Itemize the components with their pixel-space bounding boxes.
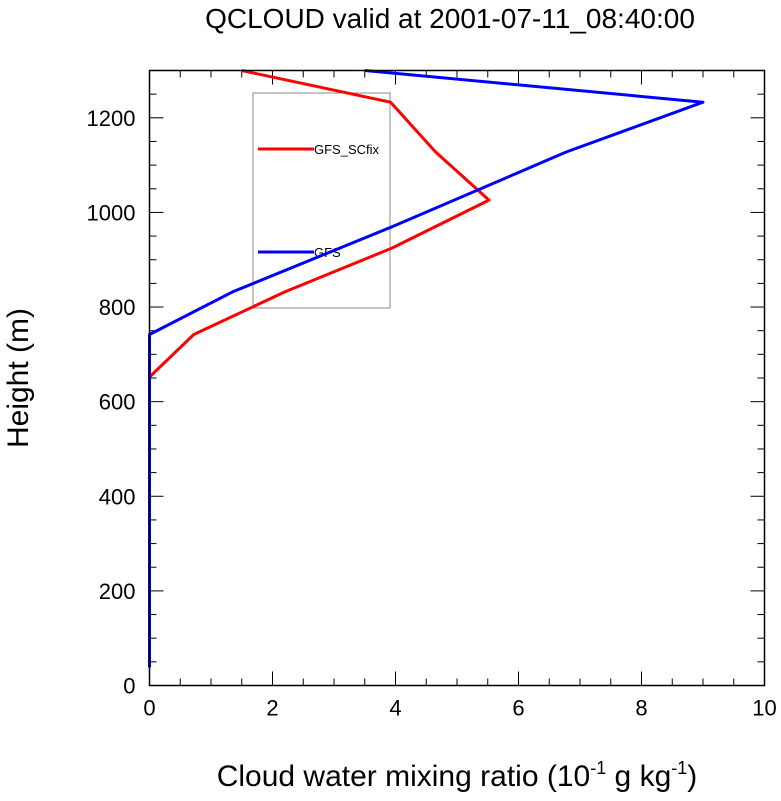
plot-frame [148, 69, 766, 687]
x-tick-label: 0 [143, 696, 155, 721]
y-tick-label: 1000 [87, 200, 136, 225]
legend-label-gfs-scfix: GFS_SCfix [314, 142, 380, 157]
series-lines [148, 69, 705, 668]
x-axis-label-sup2: -1 [671, 758, 687, 778]
y-tick-label: 200 [99, 579, 136, 604]
legend-box [252, 92, 391, 309]
x-tick-label: 10 [752, 696, 776, 721]
x-axis-label-mid: g kg [606, 760, 671, 793]
y-tick-label: 1200 [87, 106, 136, 131]
chart-title: QCLOUD valid at 2001-07-11_08:40:00 [205, 3, 695, 34]
x-axis-label-main: Cloud water mixing ratio (10 [217, 760, 591, 793]
series-line-gfs [148, 69, 705, 668]
series-line-gfs-scfix [148, 69, 491, 668]
x-tick-label: 6 [512, 696, 524, 721]
y-tick-label: 0 [123, 674, 135, 699]
axis-ticks [149, 70, 765, 686]
y-axis-label: Height (m) [2, 308, 35, 448]
y-tick-label: 400 [99, 484, 136, 509]
x-axis-label-sup1: -1 [590, 758, 606, 778]
x-tick-label: 2 [266, 696, 278, 721]
tick-labels: 0 2 4 6 8 10 0 200 400 600 800 1000 1200 [87, 106, 777, 721]
y-tick-label: 600 [99, 390, 136, 415]
x-tick-label: 4 [389, 696, 401, 721]
x-axis-label: Cloud water mixing ratio (10-1 g kg-1) [217, 758, 698, 793]
x-tick-label: 8 [635, 696, 647, 721]
x-axis-label-end: ) [687, 760, 697, 793]
y-tick-label: 800 [99, 295, 136, 320]
